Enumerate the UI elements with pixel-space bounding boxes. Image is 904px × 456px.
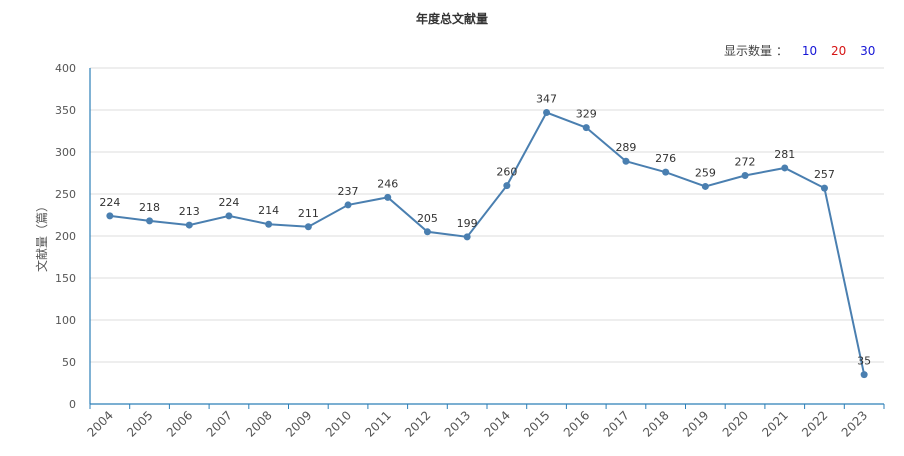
series-line <box>109 111 866 375</box>
display-count-selector: 显示数量： 10 20 30 <box>724 42 875 59</box>
y-tick-label: 350 <box>55 104 76 117</box>
x-tick-label: 2005 <box>124 408 155 439</box>
data-point <box>582 124 590 132</box>
data-labels: 224 218 213 224 214 211 237 246 205 199 260 347 329 2… <box>99 93 871 368</box>
data-label: 237 <box>338 185 359 198</box>
y-tick-label: 100 <box>55 314 76 327</box>
x-tick-label: 2013 <box>442 408 473 439</box>
x-tick-label: 2018 <box>640 408 671 439</box>
data-point <box>503 182 511 190</box>
x-tick-label: 2007 <box>204 408 235 439</box>
data-point <box>701 182 709 190</box>
data-label: 257 <box>814 168 835 181</box>
data-point <box>344 201 352 209</box>
x-tick-label: 2011 <box>362 408 393 439</box>
data-point <box>463 233 471 241</box>
y-tick-label: 250 <box>55 188 76 201</box>
data-label: 246 <box>377 177 398 190</box>
data-label: 214 <box>258 204 279 217</box>
series-polyline <box>109 111 866 375</box>
x-tick-label: 2014 <box>481 408 512 439</box>
data-point <box>423 228 431 236</box>
display-count-option-20[interactable]: 20 <box>830 44 847 58</box>
data-label: 281 <box>774 148 795 161</box>
data-point <box>820 184 828 192</box>
data-point <box>185 221 193 229</box>
data-label: 218 <box>139 201 160 214</box>
data-label: 199 <box>457 217 478 230</box>
data-label: 260 <box>496 166 517 179</box>
display-count-colon: ： <box>776 44 789 58</box>
x-tick-label: 2010 <box>323 408 354 439</box>
data-point <box>860 371 868 379</box>
data-label: 329 <box>576 108 597 121</box>
data-label: 224 <box>99 196 120 209</box>
x-tick-label: 2012 <box>402 408 433 439</box>
data-point <box>662 168 670 176</box>
data-point <box>384 193 392 201</box>
data-label: 211 <box>298 207 319 220</box>
data-point <box>622 157 630 165</box>
data-point <box>225 212 233 220</box>
display-count-option-30[interactable]: 30 <box>860 44 876 58</box>
x-tick-label: 2021 <box>759 408 790 439</box>
data-label: 289 <box>615 141 636 154</box>
x-tick-label: 2004 <box>84 408 115 439</box>
data-label: 347 <box>536 93 557 106</box>
data-point <box>146 217 154 225</box>
x-tick-label: 2023 <box>839 408 870 439</box>
x-tick-label: 2020 <box>720 408 751 439</box>
y-axis-label: 文献量（篇） <box>34 200 49 272</box>
data-label: 224 <box>218 196 239 209</box>
data-point <box>781 164 789 172</box>
data-points <box>106 109 868 379</box>
x-tick-label: 2017 <box>601 408 632 439</box>
y-tick-label: 150 <box>55 272 76 285</box>
data-label: 259 <box>695 166 716 179</box>
data-label: 205 <box>417 212 438 225</box>
data-point <box>543 109 551 117</box>
data-point <box>265 220 273 228</box>
x-tick-label: 2022 <box>799 408 830 439</box>
data-label: 35 <box>857 355 871 368</box>
y-tick-label: 400 <box>55 62 76 75</box>
x-tick-label: 2009 <box>283 408 314 439</box>
data-point <box>106 212 114 220</box>
x-tick-label: 2006 <box>164 408 195 439</box>
x-tick-label: 2015 <box>521 408 552 439</box>
y-tick-label: 0 <box>69 398 76 411</box>
y-axis-ticks: 0 50 100 150 200 250 300 350 400 <box>55 62 76 411</box>
y-tick-label: 200 <box>55 230 76 243</box>
data-point <box>304 223 312 231</box>
data-point <box>741 172 749 180</box>
data-label: 276 <box>655 152 676 165</box>
x-tick-label: 2008 <box>243 408 274 439</box>
chart-title: 年度总文献量 <box>415 12 488 26</box>
x-tick-label: 2016 <box>561 408 592 439</box>
y-tick-label: 50 <box>62 356 76 369</box>
grid-lines <box>90 67 884 363</box>
y-tick-label: 300 <box>55 146 76 159</box>
data-label: 213 <box>179 205 200 218</box>
display-count-option-10[interactable]: 10 <box>801 44 818 58</box>
x-tick-label: 2019 <box>680 408 711 439</box>
data-label: 272 <box>735 156 756 169</box>
display-count-label: 显示数量 <box>724 44 773 58</box>
x-axis-ticks: 2004 2005 2006 2007 2008 2009 2010 2011 2012 2013… <box>84 404 885 440</box>
